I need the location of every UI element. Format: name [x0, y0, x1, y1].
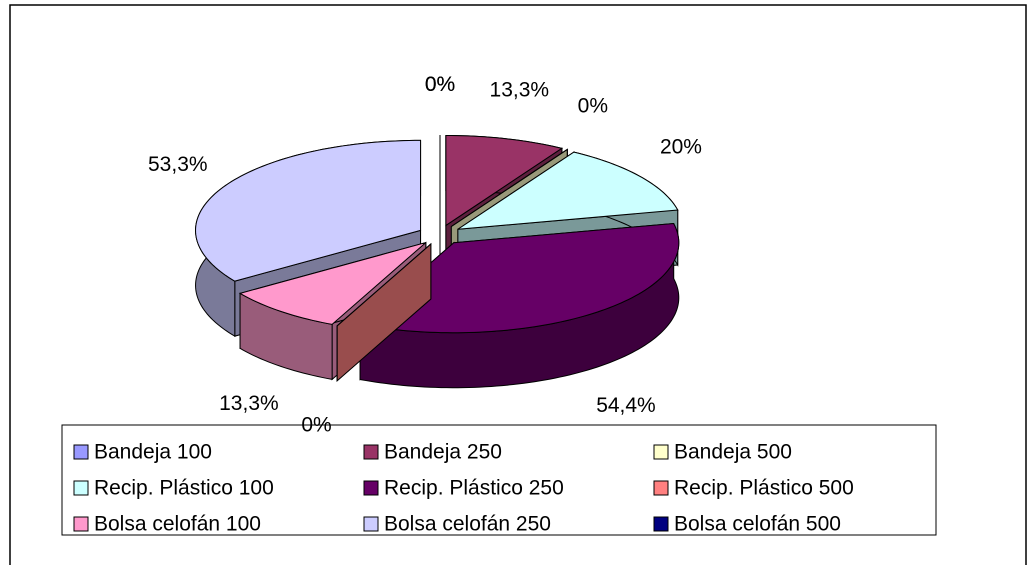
slice-top [445, 134, 564, 227]
data-label: 0% [425, 73, 455, 96]
slice-top [457, 151, 679, 230]
data-label: 0% [425, 73, 455, 96]
legend-swatch [653, 444, 669, 460]
legend-label: Recip. Plástico 500 [674, 477, 854, 500]
data-label: 20% [660, 135, 702, 158]
data-label: 0% [578, 95, 608, 118]
legend-label: Recip. Plástico 250 [384, 477, 564, 500]
legend-label: Recip. Plástico 100 [94, 477, 274, 500]
slice-top [238, 242, 427, 325]
data-label: 54,4% [596, 394, 656, 417]
legend-swatch [73, 480, 89, 496]
legend-swatch [363, 480, 379, 496]
legend-label: Bandeja 500 [674, 441, 792, 464]
legend-box [61, 424, 937, 536]
chart-border [9, 4, 1027, 565]
legend-label: Bolsa celofán 250 [384, 513, 551, 536]
slice-top [358, 222, 680, 334]
legend-swatch [73, 444, 89, 460]
legend-swatch [653, 516, 669, 532]
legend-swatch [653, 480, 669, 496]
data-label: 13,3% [219, 392, 279, 415]
legend-swatch [73, 516, 89, 532]
legend-swatch [363, 516, 379, 532]
slice [336, 242, 432, 382]
legend-label: Bandeja 250 [384, 441, 502, 464]
legend-label: Bolsa celofán 100 [94, 513, 261, 536]
data-label: 13,3% [490, 79, 550, 102]
slice-top [195, 139, 422, 282]
legend-label: Bolsa celofán 500 [674, 513, 841, 536]
data-label: 0% [301, 413, 331, 436]
legend-swatch [363, 444, 379, 460]
legend-label: Bandeja 100 [94, 441, 212, 464]
pie [195, 134, 680, 389]
data-label: 53,3% [148, 153, 208, 176]
